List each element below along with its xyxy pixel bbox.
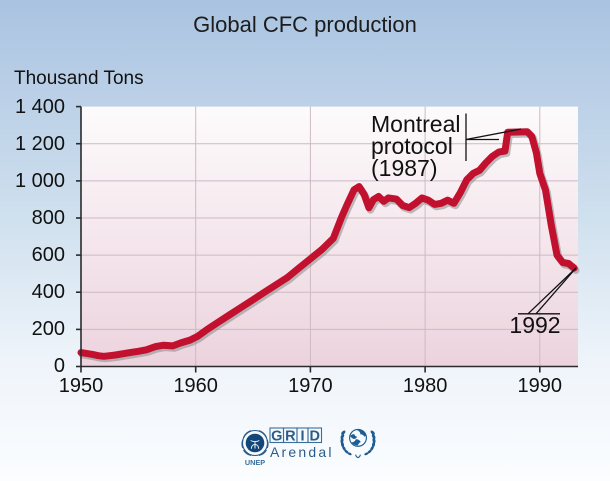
svg-text:1960: 1960 xyxy=(173,375,218,397)
svg-text:D: D xyxy=(309,428,319,444)
svg-text:1970: 1970 xyxy=(288,375,333,397)
svg-text:1992: 1992 xyxy=(509,312,560,338)
svg-text:1 000: 1 000 xyxy=(15,170,65,192)
svg-text:1980: 1980 xyxy=(403,375,448,397)
svg-text:600: 600 xyxy=(32,244,65,266)
svg-text:R: R xyxy=(285,428,296,444)
svg-text:1950: 1950 xyxy=(59,375,104,397)
svg-text:1 200: 1 200 xyxy=(15,133,65,155)
svg-text:200: 200 xyxy=(32,318,65,340)
svg-text:0: 0 xyxy=(54,355,65,377)
svg-text:Arendal: Arendal xyxy=(270,444,334,460)
svg-text:(1987): (1987) xyxy=(371,155,437,181)
svg-text:400: 400 xyxy=(32,281,65,303)
svg-text:1 400: 1 400 xyxy=(15,96,65,118)
svg-text:G: G xyxy=(271,428,282,444)
svg-text:1990: 1990 xyxy=(518,375,563,397)
svg-text:800: 800 xyxy=(32,207,65,229)
svg-text:I: I xyxy=(300,428,304,444)
svg-text:UNEP: UNEP xyxy=(245,458,265,467)
